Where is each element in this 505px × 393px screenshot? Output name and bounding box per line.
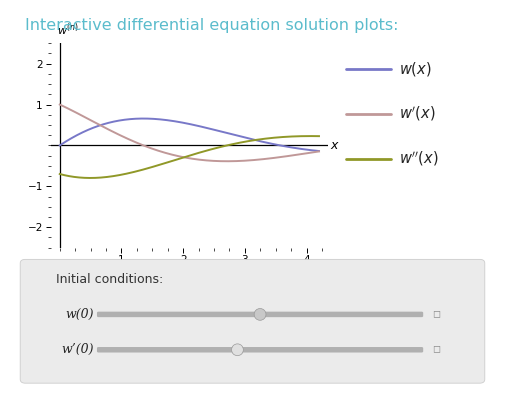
Text: w’(0): w’(0) (61, 343, 93, 356)
Text: x: x (330, 139, 337, 152)
Text: ◻: ◻ (432, 309, 440, 320)
Text: Initial conditions:: Initial conditions: (56, 273, 163, 286)
Text: $w^{(n)}$: $w^{(n)}$ (57, 22, 79, 39)
Text: $w''(x)$: $w''(x)$ (399, 150, 438, 169)
Text: $w(x)$: $w(x)$ (399, 60, 432, 78)
Text: ◻: ◻ (432, 345, 440, 355)
Text: Interactive differential equation solution plots:: Interactive differential equation soluti… (25, 18, 399, 33)
Text: $w'(x)$: $w'(x)$ (399, 105, 436, 123)
Text: w(0): w(0) (65, 308, 93, 321)
